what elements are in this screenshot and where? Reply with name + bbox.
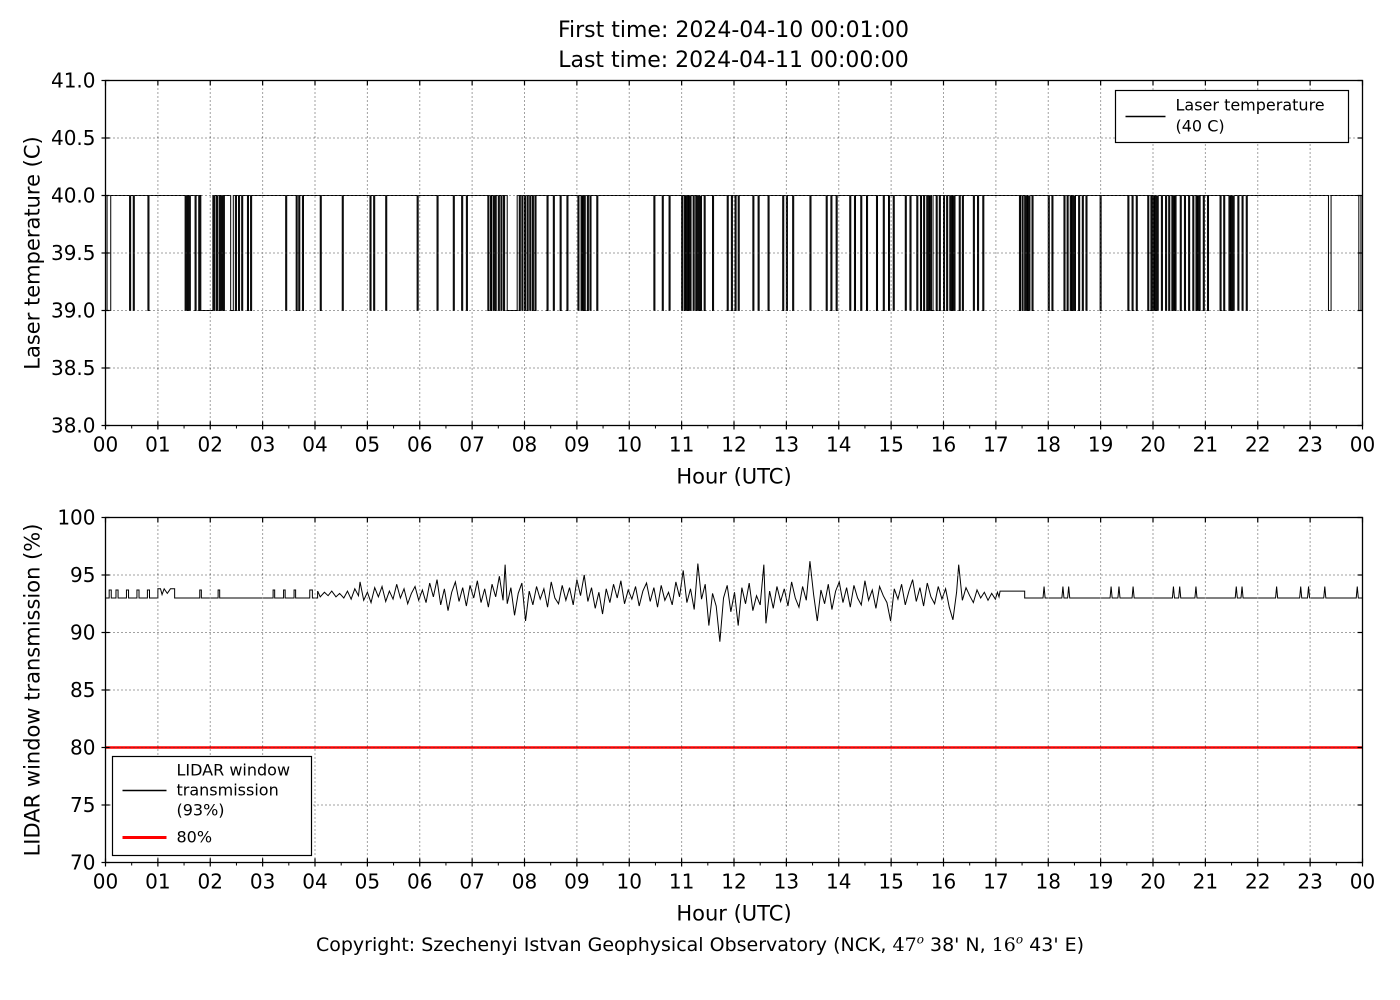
x-tick-label: 00 (1350, 870, 1375, 894)
legend-label: transmission (177, 781, 279, 800)
x-tick-label: 10 (617, 870, 642, 894)
legend-label: (40 C) (1176, 117, 1225, 136)
x-tick-label: 01 (145, 433, 170, 457)
x-tick-label: 05 (355, 433, 380, 457)
x-tick-label: 09 (564, 433, 589, 457)
y-tick-label: 75 (70, 793, 95, 817)
y-tick-label: 40.0 (51, 184, 96, 208)
x-tick-label: 13 (774, 870, 799, 894)
figure-title: First time: 2024-04-10 00:01:00 Last tim… (105, 16, 1362, 76)
longitude-minutes: 43' E) (1023, 934, 1085, 956)
y-tick-label: 41.0 (51, 69, 96, 93)
x-tick-label: 02 (198, 870, 223, 894)
degree-symbol-lon: o (1015, 932, 1024, 947)
x-tick-label: 23 (1297, 433, 1322, 457)
x-tick-label: 22 (1245, 870, 1270, 894)
x-tick-label: 17 (983, 433, 1008, 457)
y-tick-label: 95 (70, 563, 95, 587)
x-tick-label: 07 (459, 870, 484, 894)
x-tick-label: 19 (1088, 870, 1113, 894)
y-tick-label: 38.0 (51, 414, 96, 438)
x-tick-label: 05 (355, 870, 380, 894)
legend-label: (93%) (177, 801, 225, 820)
y-tick-label: 38.5 (51, 356, 96, 380)
lidar-window-transmission-plot: 00 01 02 03 04 05 06 07 08 09 10 11 12 13 14 15 16 17 18 19… (21, 506, 1376, 926)
x-tick-label: 08 (512, 870, 537, 894)
x-tick-label: 03 (250, 433, 275, 457)
x-tick-label: 09 (564, 870, 589, 894)
x-tick-label: 16 (931, 870, 956, 894)
x-tick-label: 07 (459, 433, 484, 457)
y-tick-label: 90 (70, 621, 95, 645)
y-tick-label: 80 (70, 736, 95, 760)
y-tick-label: 39.5 (51, 241, 96, 265)
x-tick-label: 00 (93, 870, 118, 894)
x-tick-label: 18 (1036, 870, 1061, 894)
x-axis-label: Hour (UTC) (676, 465, 791, 489)
x-tick-label: 17 (983, 870, 1008, 894)
x-axis-label: Hour (UTC) (676, 902, 791, 926)
y-tick-label: 100 (57, 506, 95, 530)
x-tick-label: 04 (302, 433, 327, 457)
x-tick-label: 06 (407, 870, 432, 894)
x-tick-label: 13 (774, 433, 799, 457)
x-tick-label: 18 (1036, 433, 1061, 457)
x-tick-label: 14 (826, 870, 851, 894)
x-tick-label: 02 (198, 433, 223, 457)
legend-label: Laser temperature (1176, 96, 1325, 115)
degree-symbol-lat: o (916, 932, 924, 947)
x-tick-label: 21 (1193, 433, 1218, 457)
x-tick-label: 00 (93, 433, 118, 457)
latitude-degrees: 47 (892, 934, 917, 956)
y-tick-label: 39.0 (51, 299, 96, 323)
x-tick-label: 10 (617, 433, 642, 457)
copyright: Copyright: Szechenyi Istvan Geophysical … (35, 934, 1365, 956)
x-tick-label: 16 (931, 433, 956, 457)
y-axis-label: Laser temperature (C) (21, 136, 45, 369)
x-tick-label: 21 (1193, 870, 1218, 894)
latitude-minutes: 38' N, (923, 934, 992, 956)
x-tick-label: 01 (145, 870, 170, 894)
x-tick-label: 15 (878, 433, 903, 457)
x-tick-label: 03 (250, 870, 275, 894)
x-tick-label: 15 (878, 870, 903, 894)
x-tick-label: 12 (721, 870, 746, 894)
y-tick-label: 85 (70, 678, 95, 702)
y-tick-label: 40.5 (51, 126, 96, 150)
x-tick-label: 08 (512, 433, 537, 457)
x-tick-label: 11 (669, 433, 694, 457)
longitude-degrees: 16 (991, 934, 1016, 956)
title-last-time: Last time: 2024-04-11 00:00:00 (558, 48, 909, 73)
title-first-time: First time: 2024-04-10 00:01:00 (557, 18, 910, 43)
legend-label: 80% (177, 828, 213, 847)
copyright-text: Copyright: Szechenyi Istvan Geophysical … (315, 934, 893, 956)
x-tick-label: 20 (1140, 870, 1165, 894)
x-tick-label: 23 (1297, 870, 1322, 894)
y-axis-label: LIDAR window transmission (%) (21, 524, 45, 857)
x-tick-label: 19 (1088, 433, 1113, 457)
x-tick-label: 12 (721, 433, 746, 457)
x-tick-label: 11 (669, 870, 694, 894)
x-tick-label: 22 (1245, 433, 1270, 457)
legend-label: LIDAR window (177, 761, 291, 780)
x-tick-label: 14 (826, 433, 851, 457)
y-tick-label: 70 (70, 851, 95, 875)
laser-temperature-plot: 00 01 02 03 04 05 06 07 08 09 10 11 12 13 14 15 16 17 18 19… (21, 69, 1376, 489)
x-tick-label: 06 (407, 433, 432, 457)
x-tick-label: 20 (1140, 433, 1165, 457)
x-tick-label: 00 (1350, 433, 1375, 457)
series-line-lidar-window-transmission (105, 561, 1363, 642)
x-tick-label: 04 (302, 870, 327, 894)
